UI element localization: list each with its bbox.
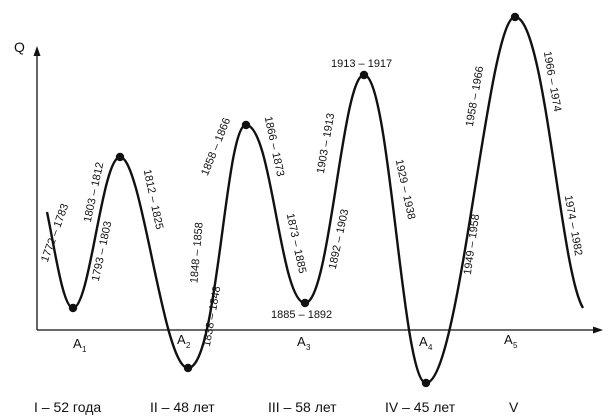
phase-1803-1812: 1803 – 1812 [82, 161, 106, 223]
peak-point-4 [510, 12, 520, 22]
trough-a5-index: 5 [513, 341, 518, 350]
phase-1929-1938: 1929 – 1938 [393, 158, 417, 220]
x-axis-arrow [593, 326, 603, 334]
peak-point-2 [241, 120, 251, 130]
phase-1848-1858: 1848 – 1858 [188, 222, 205, 284]
trough-a4-index: 4 [428, 343, 433, 352]
wave-curve [45, 15, 585, 385]
trough-label-a2: A 2 [177, 332, 191, 350]
trough-point-a3 [300, 298, 310, 308]
phase-1958-1966: 1958 – 1966 [464, 65, 486, 127]
cycle-2-caption: II – 48 лет [150, 399, 215, 415]
trough-point-a1 [68, 303, 78, 313]
trough-a4-letter: A [419, 334, 428, 349]
peak-point-1 [115, 152, 125, 162]
y-axis-arrow [33, 46, 41, 56]
peak-point-3 [359, 70, 369, 80]
trough-a1-letter: A [73, 336, 82, 351]
trough-a2-index: 2 [186, 341, 191, 350]
phase-1838-1848: 1838 – 1848 [201, 285, 223, 347]
trough-point-a4 [421, 378, 431, 388]
trough-a5-letter: A [504, 332, 513, 347]
cycle-4-caption: IV – 45 лет [385, 399, 456, 415]
trough-label-a3: A 3 [297, 334, 311, 352]
cycle-3-caption: III – 58 лет [268, 399, 337, 415]
trough-label-a1: A 1 [73, 336, 87, 354]
trough-a3-date: 1885 – 1892 [271, 309, 332, 321]
trough-label-a5: A 5 [504, 332, 518, 350]
cycle-5-caption: V [509, 399, 519, 415]
phase-1903-1913: 1903 – 1913 [315, 112, 337, 174]
peak-3-date: 1913 – 1917 [331, 58, 392, 70]
trough-label-a4: A 4 [419, 334, 433, 352]
y-axis-label: Q [14, 39, 25, 55]
phase-1858-1866: 1858 – 1866 [199, 116, 233, 177]
phase-1974-1982: 1974 – 1982 [562, 194, 584, 256]
trough-a3-letter: A [297, 334, 306, 349]
trough-point-a2 [183, 363, 193, 373]
cycle-1-caption: I – 52 года [34, 399, 101, 415]
trough-a3-index: 3 [306, 343, 311, 352]
trough-a1-index: 1 [82, 345, 87, 354]
trough-a2-letter: A [177, 332, 186, 347]
